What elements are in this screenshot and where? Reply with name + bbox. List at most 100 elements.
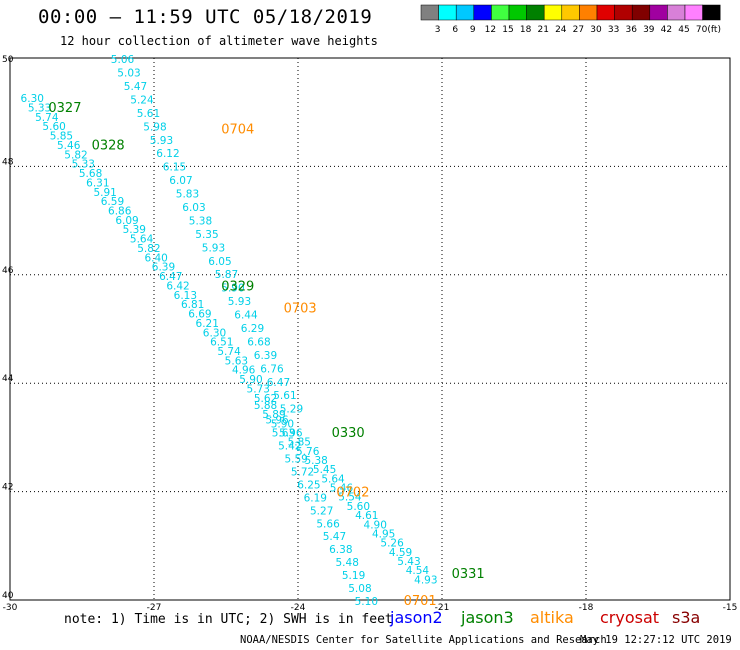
x-tick-label: -18 (579, 603, 594, 613)
wave-height-label: 5.85 (288, 437, 311, 449)
wave-height-label: 6.69 (188, 309, 211, 321)
wave-height-label: 6.05 (208, 256, 231, 268)
wave-height-label: 5.73 (247, 383, 270, 395)
colorbar-swatch (420, 4, 439, 21)
wave-height-label: 4.54 (406, 565, 430, 577)
wave-height-label: 5.24 (130, 94, 154, 106)
legend-item-s3a: s3a (672, 608, 701, 627)
pass-time-label: 0327 (48, 101, 81, 116)
wave-height-label: 5.33 (28, 102, 51, 114)
chart-title: 00:00 – 11:59 UTC 05/18/2019 (38, 6, 373, 28)
wave-height-label: 5.35 (195, 229, 218, 241)
wave-height-label: 5.38 (304, 455, 327, 467)
colorbar-swatch (667, 4, 686, 21)
wave-height-label: 6.31 (86, 177, 109, 189)
colorbar-label: (ft) (707, 25, 721, 35)
wave-height-label: 5.72 (291, 466, 314, 478)
wave-height-label: 4.95 (372, 528, 395, 540)
colorbar-swatch (543, 4, 563, 21)
colorbar-label: 24 (555, 25, 567, 35)
x-tick-label: -15 (723, 603, 738, 613)
wave-height-label: 5.48 (336, 557, 359, 569)
pass-time-label: 0701 (404, 594, 437, 609)
colorbar-label: 27 (573, 25, 584, 35)
wave-height-label: 5.74 (217, 346, 241, 358)
wave-height-label: 4.59 (389, 547, 412, 559)
wave-height-label: 5.26 (380, 538, 404, 550)
wave-height-label: 5.89 (262, 409, 285, 421)
wave-height-label: 5.74 (35, 112, 59, 124)
x-tick-label: -24 (291, 603, 306, 613)
wave-height-label: 5.76 (296, 446, 320, 458)
legend-item-jason3: jason3 (461, 608, 514, 627)
colorbar-swatch (702, 4, 721, 21)
pass-time-label: 0328 (92, 139, 125, 154)
wave-height-label: 5.08 (348, 583, 371, 595)
pass-time-label: 0330 (332, 426, 365, 441)
wave-height-label: 6.39 (152, 262, 175, 274)
y-tick-label: 44 (2, 374, 14, 384)
wave-height-label: 5.59 (284, 453, 307, 465)
wave-height-label: 5.68 (79, 168, 102, 180)
pass-time-label: 0702 (336, 486, 369, 501)
wave-height-label: 5.62 (254, 393, 277, 405)
wave-height-label: 5.38 (189, 215, 212, 227)
wave-height-label: 5.39 (123, 224, 146, 236)
pass-time-label: 0703 (284, 301, 317, 316)
colorbar-swatch (579, 4, 598, 21)
wave-height-label: 5.83 (176, 189, 199, 201)
pass-time-label: 0331 (452, 567, 485, 582)
wave-height-label: 6.19 (304, 492, 327, 504)
wave-height-label: 5.63 (272, 427, 295, 439)
wave-height-label: 5.27 (310, 505, 333, 517)
wave-height-label: 5.43 (397, 556, 420, 568)
wave-height-label: 5.85 (50, 131, 73, 143)
wave-height-label: 5.96 (265, 415, 289, 427)
wave-height-label: 6.47 (159, 271, 182, 283)
y-tick-label: 40 (2, 591, 14, 601)
colorbar-label: 45 (678, 25, 689, 35)
colorbar-swatch (438, 4, 457, 21)
wave-height-label: 5.91 (93, 187, 116, 199)
colorbar-swatch (508, 4, 527, 21)
wave-height-label: 6.76 (260, 363, 284, 375)
wave-height-label: 5.60 (42, 121, 65, 133)
wave-height-label: 5.10 (355, 596, 378, 608)
y-tick-label: 48 (2, 157, 14, 167)
wave-height-label: 6.42 (166, 280, 189, 292)
wave-height-label: 5.87 (215, 269, 238, 281)
wave-height-label: 6.59 (101, 196, 124, 208)
wave-height-label: 5.47 (323, 531, 346, 543)
wave-height-label: 5.46 (330, 483, 354, 495)
colorbar-label: 39 (643, 25, 655, 35)
wave-height-label: 6.44 (234, 310, 258, 322)
wave-height-label: 6.07 (169, 175, 192, 187)
wave-height-label: 6.39 (254, 350, 277, 362)
wave-height-label: 6.86 (108, 206, 132, 218)
colorbar-swatch (473, 4, 492, 21)
wave-height-label: 5.90 (239, 374, 262, 386)
colorbar-label: 21 (537, 25, 548, 35)
wave-height-label: 5.42 (278, 440, 301, 452)
colorbar-swatch (614, 4, 633, 21)
colorbar-label: 42 (661, 25, 672, 35)
wave-height-label: 5.61 (137, 108, 160, 120)
legend-item-jason2: jason2 (390, 608, 443, 627)
wave-height-label: 6.47 (267, 377, 290, 389)
x-tick-label: -21 (435, 603, 450, 613)
wave-height-label: 5.66 (316, 518, 340, 530)
legend-item-cryosat: cryosat (600, 608, 660, 627)
wave-height-label: 5.64 (130, 234, 154, 246)
colorbar-swatch (491, 4, 510, 21)
colorbar-label: 70 (696, 25, 708, 35)
wave-height-label: 5.82 (137, 243, 160, 255)
wave-height-label: 6.21 (196, 318, 219, 330)
wave-height-label: 5.45 (313, 464, 336, 476)
wave-height-label: 6.12 (156, 148, 179, 160)
colorbar-label: 6 (452, 25, 458, 35)
wave-height-label: 6.81 (181, 299, 204, 311)
wave-height-label: 5.88 (254, 400, 277, 412)
colorbar-swatch (561, 4, 580, 21)
colorbar-label: 36 (625, 25, 637, 35)
